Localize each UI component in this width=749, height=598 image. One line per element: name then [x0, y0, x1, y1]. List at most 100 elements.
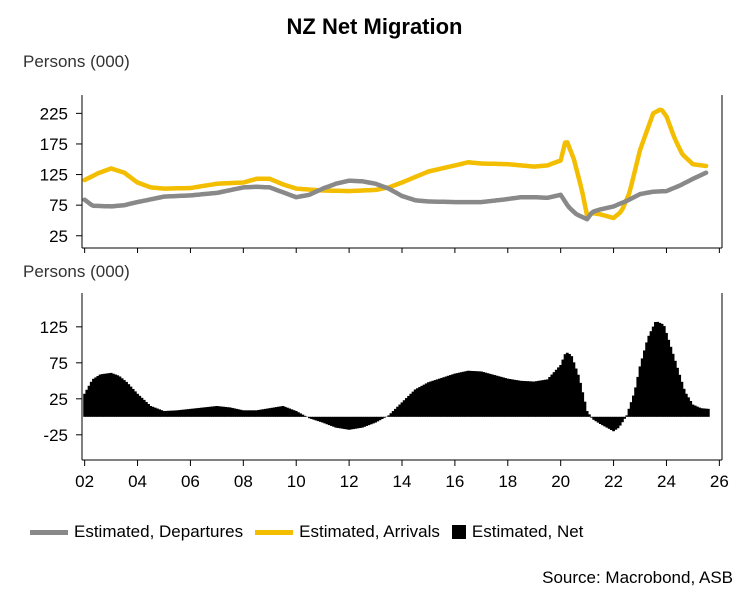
net-bar [676, 367, 679, 417]
net-bar [164, 410, 168, 417]
top-y-tick-label: 75 [49, 196, 68, 215]
net-bar [508, 379, 512, 417]
net-bar [314, 416, 318, 421]
net-bar [649, 331, 653, 417]
net-bar [671, 353, 675, 417]
net-bar [462, 371, 466, 417]
net-bar [352, 416, 355, 430]
net-bar [259, 409, 263, 417]
net-bar [640, 358, 644, 417]
net-bar [248, 410, 252, 417]
net-bar [429, 381, 433, 417]
net-bar [261, 409, 265, 417]
net-bar [665, 332, 668, 417]
net-bar [702, 408, 706, 417]
net-bar [398, 404, 402, 417]
net-bar [211, 406, 214, 417]
x-tick-label: 14 [393, 472, 412, 491]
x-tick-label: 16 [445, 472, 464, 491]
net-bar [687, 397, 690, 417]
net-bar [442, 377, 446, 417]
net-bar [654, 321, 657, 417]
net-bar [319, 416, 322, 422]
net-bar [89, 381, 93, 417]
net-bar [418, 387, 422, 417]
net-bar [336, 416, 340, 428]
net-bar [632, 395, 635, 417]
net-bar [431, 380, 435, 417]
bottom-y-tick-label: 125 [40, 318, 68, 337]
net-bar [468, 370, 472, 417]
net-bar [213, 406, 217, 417]
net-bar [257, 409, 261, 417]
net-bar [530, 381, 534, 417]
net-bar [557, 367, 560, 417]
net-bar [495, 375, 499, 417]
net-bar [482, 372, 485, 417]
net-bar [689, 400, 693, 417]
net-bar [550, 374, 554, 417]
net-bar [570, 356, 574, 417]
net-bar [175, 410, 179, 417]
net-bar [638, 366, 642, 417]
net-bar [114, 374, 117, 417]
net-bar [323, 416, 327, 424]
net-bar [349, 416, 353, 430]
net-bar [87, 385, 91, 417]
net-bar [471, 370, 474, 417]
net-bar [263, 408, 267, 417]
net-bar [334, 416, 338, 428]
net-bar [532, 381, 536, 417]
net-bar [493, 375, 496, 417]
net-bar [118, 376, 122, 417]
net-bar [587, 414, 591, 417]
net-bar [607, 416, 611, 429]
net-bar [330, 416, 333, 426]
net-bar [695, 406, 699, 417]
net-bar [180, 409, 184, 417]
net-bar [656, 321, 660, 417]
net-bar [184, 409, 188, 417]
net-bar [228, 407, 232, 417]
net-bar [506, 378, 510, 417]
net-bar [120, 378, 124, 417]
net-bar [504, 378, 507, 417]
net-bar [669, 346, 673, 417]
net-bar [100, 374, 104, 417]
net-bar [160, 410, 164, 417]
net-bar [427, 382, 430, 417]
net-bar [371, 416, 375, 424]
net-bar [579, 382, 582, 417]
net-bar [281, 406, 285, 417]
net-bar [321, 416, 325, 423]
net-bar [308, 416, 311, 419]
x-tick-label: 22 [604, 472, 623, 491]
net-bar [444, 376, 448, 417]
net-bar [341, 416, 344, 429]
net-bar [486, 373, 490, 417]
legend-label-net: Estimated, Net [471, 522, 584, 541]
net-bar [109, 372, 113, 417]
net-bar [358, 416, 362, 428]
net-bar [233, 408, 236, 417]
net-bar [255, 410, 258, 417]
net-bar [475, 371, 479, 417]
legend: Estimated, Departures Estimated, Arrival… [30, 519, 595, 545]
net-bar [420, 385, 424, 417]
x-tick-label: 20 [551, 472, 570, 491]
chart-title: NZ Net Migration [286, 14, 463, 39]
net-bar [83, 393, 87, 417]
net-bar [396, 406, 399, 417]
net-bar [512, 379, 516, 417]
departures-line [82, 170, 709, 222]
net-bar [510, 379, 514, 417]
net-bar [169, 410, 172, 417]
net-bar [376, 416, 380, 422]
net-bar [402, 400, 406, 417]
net-bar [367, 416, 371, 426]
legend-item-departures: Estimated, Departures [30, 522, 243, 542]
net-bar [660, 323, 664, 417]
net-bar [411, 391, 415, 417]
net-bar [193, 408, 197, 417]
